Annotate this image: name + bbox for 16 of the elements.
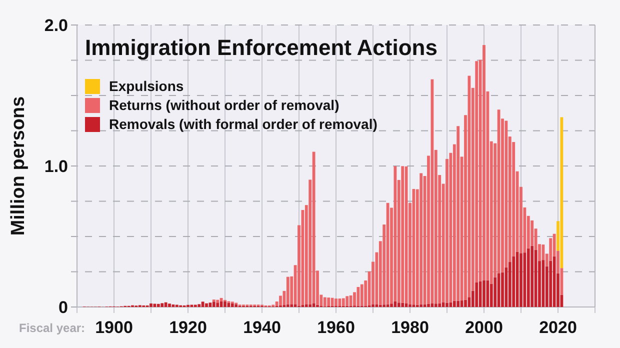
y-tick-label: 0 [58,298,68,317]
legend-label: Returns (without order of removal) [109,97,340,113]
x-tick-label: 1900 [95,318,133,337]
y-tick-label: 2.0 [44,16,68,35]
x-axis-title: Fiscal year: [19,321,86,335]
x-tick-label: 1940 [243,318,281,337]
legend-label: Removals (with formal order of removal) [109,116,378,132]
text: Immigration Enforcement Actions [85,35,438,60]
y-tick-label: 1.0 [44,157,68,176]
x-tick-label: 1960 [317,318,355,337]
x-tick-label: 1980 [391,318,429,337]
x-tick-label: 2000 [465,318,503,337]
y-axis-title: Million persons [8,96,29,236]
x-tick-label: 1920 [169,318,207,337]
legend-label: Expulsions [109,78,184,94]
x-tick-label: 2020 [539,318,577,337]
